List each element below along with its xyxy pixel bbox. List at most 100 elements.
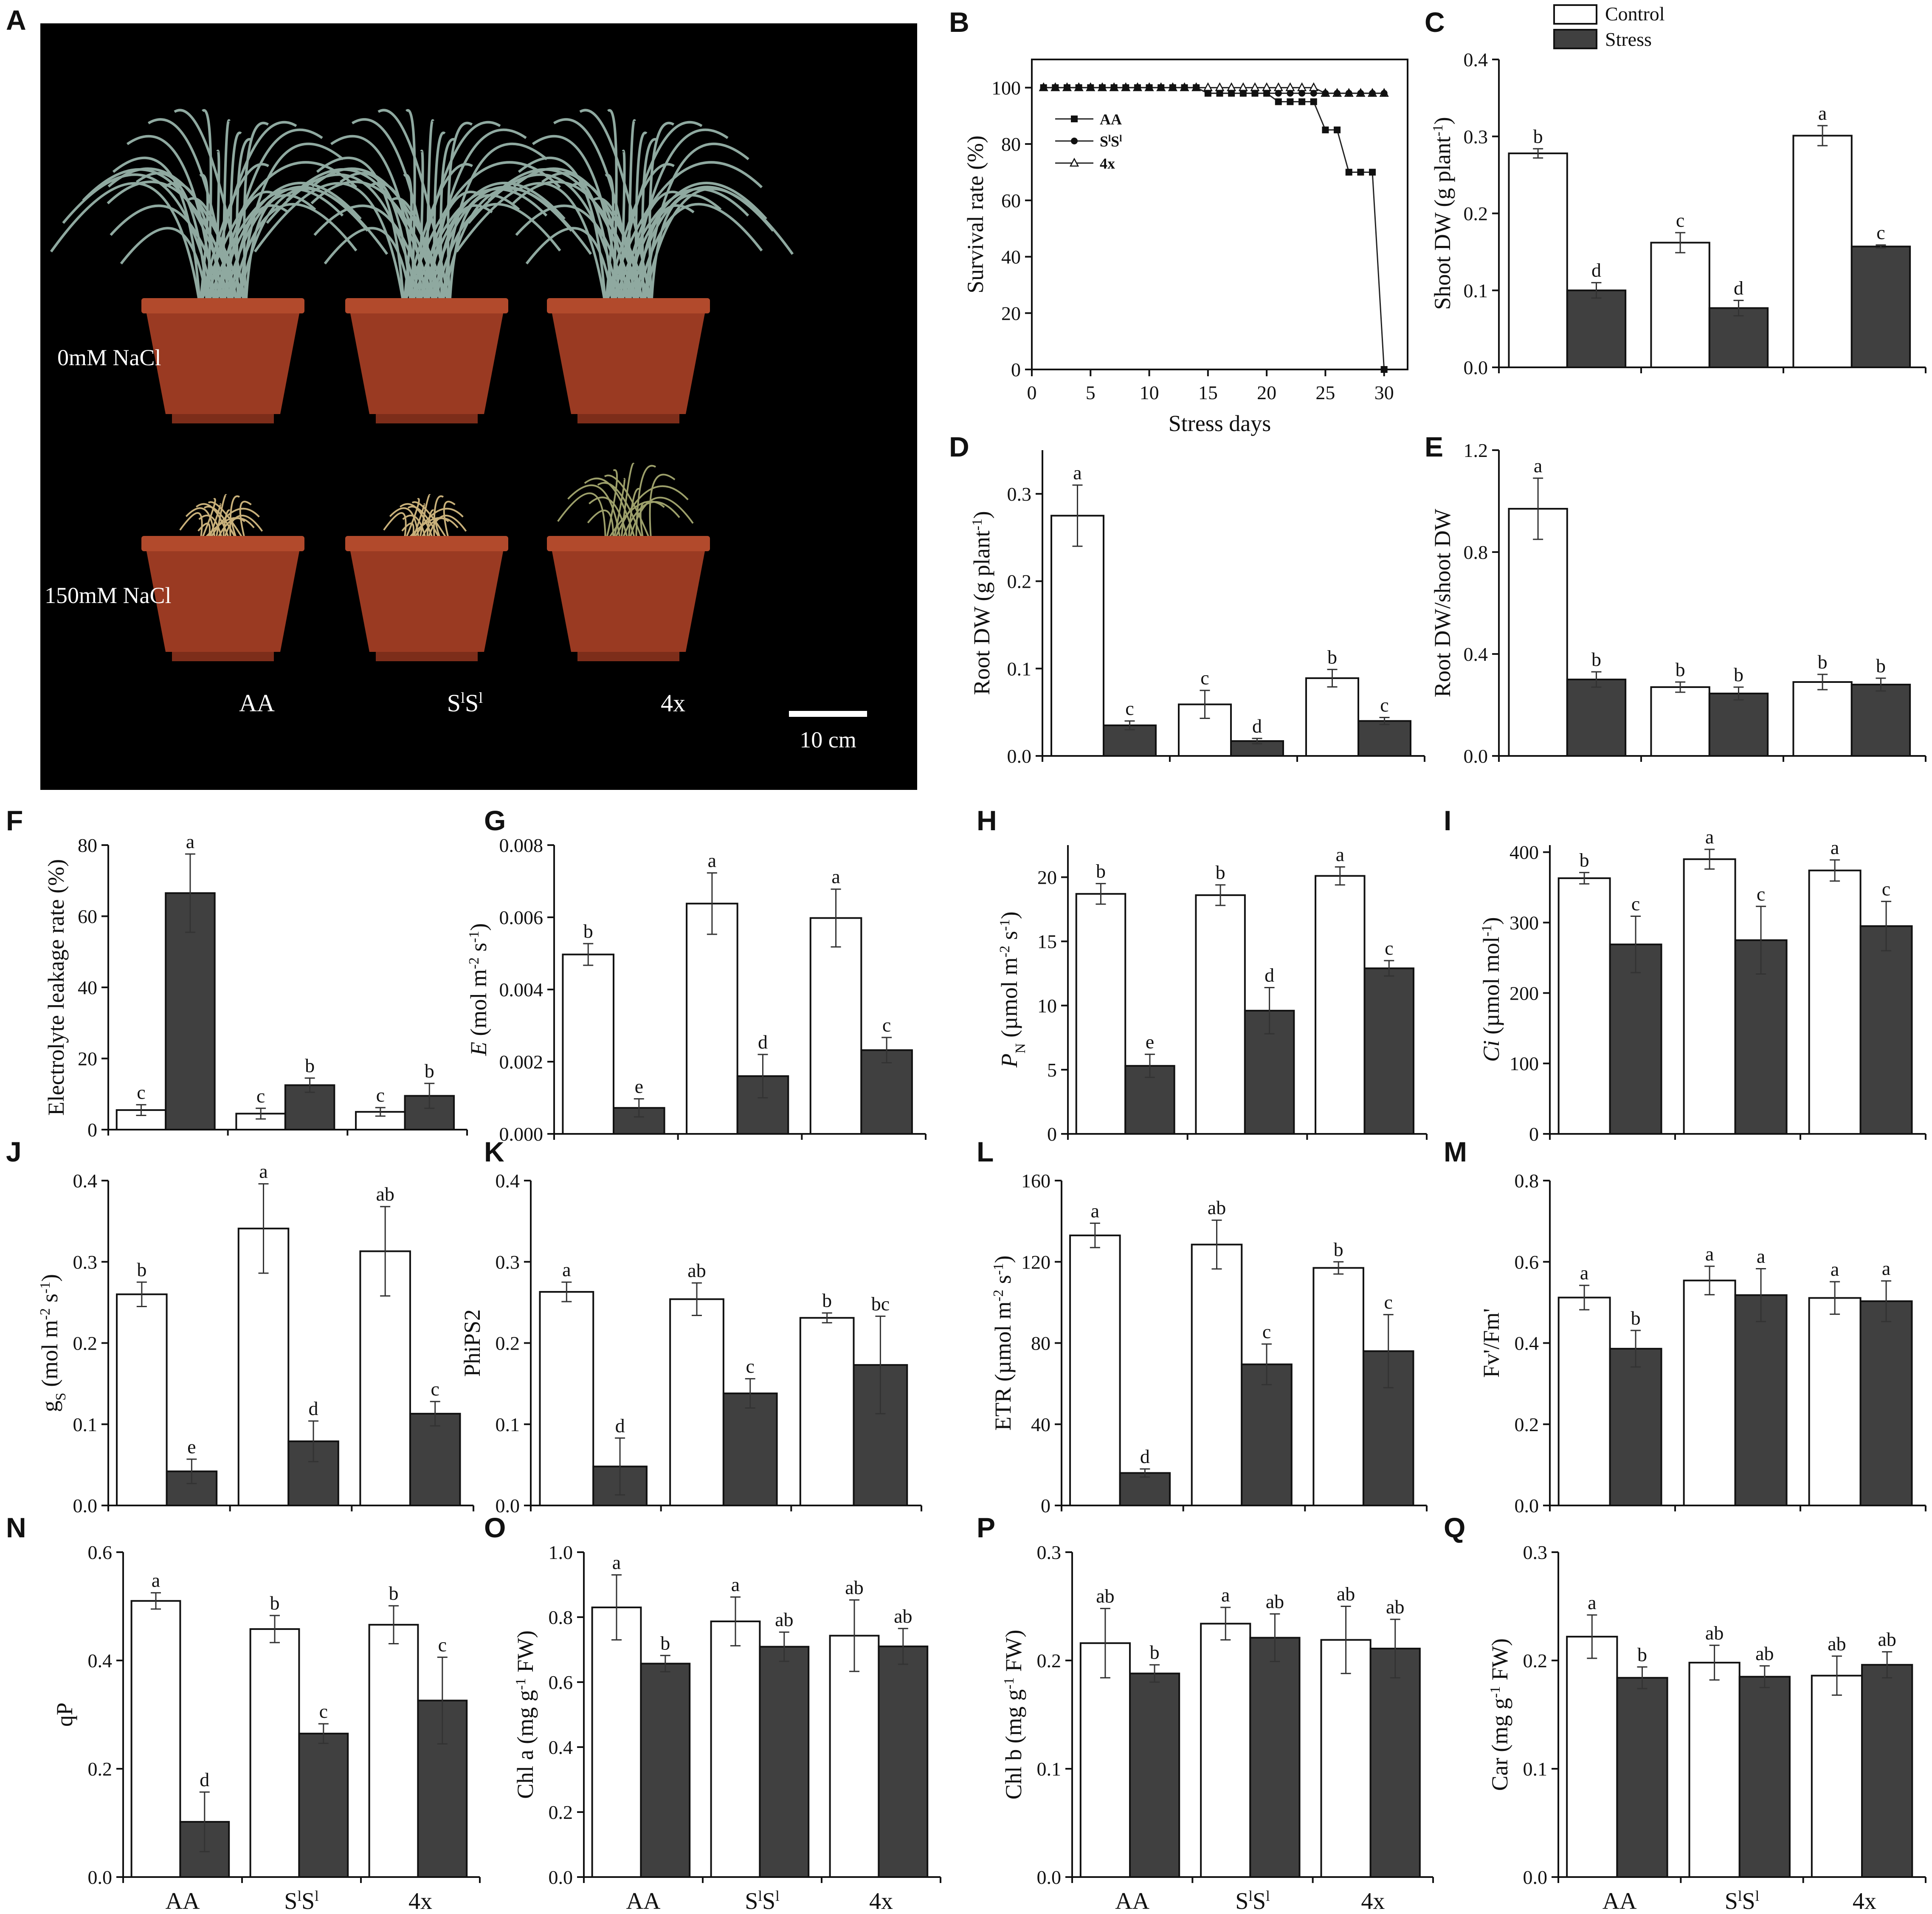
row-label-control: 0mM NaCl [57, 345, 161, 370]
significance-letter: d [1734, 277, 1743, 299]
x-tick-label: 5 [1086, 382, 1096, 403]
pot-rim [141, 536, 304, 551]
y-tick-label: 60 [78, 906, 97, 927]
chart-F: F 0 20 40 60 80 c a c b c b Electrolyte leakage rate… [6, 805, 468, 1141]
stress-bar [1566, 289, 1627, 368]
label-part: ETR (µmol m [990, 1302, 1016, 1431]
grass-blade [403, 174, 413, 306]
grass-blade [597, 482, 645, 544]
control-bar [1683, 1280, 1736, 1507]
significance-letter: a [1336, 843, 1344, 865]
grass-blade [253, 182, 405, 306]
control-bar [1688, 1662, 1740, 1878]
panel-label-D: D [949, 431, 969, 462]
y-axis-label: PN (µmol m-2 s-1) [997, 911, 1028, 1068]
significance-letter: a [1831, 1258, 1839, 1280]
y-tick-label: 0 [87, 1119, 97, 1141]
data-point [1334, 90, 1341, 97]
y-axis-label: Electrolyte leakage rate (%) [43, 859, 69, 1116]
significance-letter: c [882, 1014, 891, 1036]
stress-bar [1738, 1676, 1791, 1878]
genotype-letter: S [284, 1888, 297, 1914]
control-bar [1069, 1235, 1121, 1506]
grass-blade [642, 187, 794, 306]
grass-blade [411, 507, 464, 544]
panel-label-K: K [484, 1136, 504, 1167]
significance-letter: a [1882, 1257, 1890, 1279]
significance-letter: c [1676, 209, 1684, 231]
grass-blade [208, 501, 247, 544]
genotype-letter: S [447, 689, 461, 717]
y-tick-label: 0.4 [496, 1170, 520, 1192]
control-bar [368, 1624, 419, 1878]
grass-blade [515, 204, 630, 306]
y-tick-label: 0.2 [1007, 571, 1032, 592]
label-part: ) [969, 511, 994, 519]
genotype-superscript: l [775, 1888, 780, 1904]
pot-base [376, 414, 478, 423]
grass-blade [650, 194, 722, 306]
pot-rim [547, 298, 710, 313]
control-bar [1075, 893, 1127, 1135]
label-part: N [1013, 1043, 1028, 1054]
significance-letter: c [438, 1634, 447, 1655]
y-tick-label: 0.006 [499, 907, 544, 928]
label-part: ) [1430, 117, 1455, 124]
y-tick-label: 0.0 [1007, 745, 1032, 767]
y-tick-label: 0.0 [88, 1866, 113, 1888]
pot-base [376, 652, 478, 661]
stress-bar [640, 1663, 691, 1878]
stress-bar [1119, 1472, 1171, 1506]
chart-C: C 0.0 0.1 0.2 0.3 0.4 b d c d a c Shoot DW (g plant-… [1425, 6, 1926, 378]
significance-letter: c [376, 1084, 385, 1106]
grass-blade [201, 109, 212, 306]
label-part: -1 [991, 1263, 1006, 1275]
y-tick-label: 0.3 [1523, 1542, 1548, 1563]
significance-letter: d [309, 1398, 318, 1419]
significance-letter: b [1591, 648, 1601, 670]
y-tick-label: 0 [1011, 359, 1021, 381]
y-tick-label: 0.1 [1037, 1758, 1062, 1780]
control-bar [1557, 1297, 1611, 1506]
x-tick-label: AA [1115, 1888, 1149, 1914]
y-tick-label: 0.4 [1515, 1333, 1539, 1354]
control-bar [1508, 508, 1568, 757]
label-part: -1 [1430, 124, 1446, 136]
row-label-stress: 150mM NaCl [45, 583, 172, 608]
label-part: s [997, 931, 1022, 946]
grass-blade [605, 469, 618, 544]
y-tick-label: 0.3 [73, 1251, 98, 1273]
label-part: Fv'/Fm' [1479, 1308, 1504, 1378]
stress-bar [1616, 1677, 1668, 1878]
label-part: Root DW (g plant [969, 530, 994, 695]
control-bar [1792, 135, 1853, 368]
y-tick-label: 0.3 [1037, 1542, 1062, 1563]
significance-letter: a [1831, 837, 1839, 858]
significance-letter: b [389, 1582, 399, 1604]
grass-blade [199, 174, 209, 306]
control-bar [1566, 1635, 1618, 1878]
grass-blade [199, 498, 216, 544]
pot-base [172, 414, 274, 423]
significance-letter: e [187, 1436, 196, 1457]
significance-letter: c [1200, 667, 1209, 689]
label-part: ) [990, 1255, 1016, 1263]
control-bar [1508, 152, 1568, 368]
significance-letter: c [1385, 937, 1393, 959]
significance-letter: a [1588, 1592, 1596, 1613]
panel-label-J: J [6, 1136, 22, 1167]
chart-D: D 0.0 0.1 0.2 0.3 a c c d b c Root DW (g plant-1) [949, 431, 1425, 767]
y-axis-label: ETR (µmol m-2 s-1) [990, 1255, 1016, 1430]
data-point [1345, 90, 1352, 97]
y-axis-label: PhiPS2 [459, 1309, 485, 1377]
significance-letter: b [137, 1259, 146, 1280]
significance-letter: ab [1386, 1596, 1404, 1618]
significance-letter: ab [1878, 1629, 1896, 1650]
x-tick-label: AA [626, 1888, 661, 1914]
pot-rim [345, 536, 508, 551]
y-tick-label: 80 [1031, 1333, 1050, 1354]
grass-blade [405, 109, 416, 306]
significance-letter: c [256, 1085, 265, 1107]
y-tick-label: 100 [1510, 1053, 1539, 1074]
y-tick-label: 0.2 [1523, 1650, 1548, 1672]
